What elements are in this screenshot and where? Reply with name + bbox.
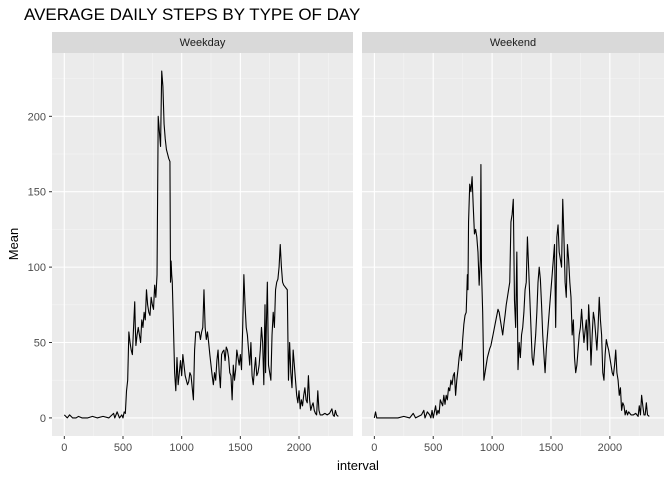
series-line-weekend — [373, 164, 650, 419]
x-tick-label: 2000 — [598, 442, 622, 454]
facet-strip — [52, 32, 353, 53]
x-tick-label: 500 — [424, 442, 442, 454]
facet-panel-weekend: Weekend 0 500 1000 1500 2000 — [362, 32, 664, 454]
facet-panels: Weekday 0 500 1000 1500 2000 0 50 100 150 200 Weeke… — [28, 32, 664, 454]
chart-title: AVERAGE DAILY STEPS BY TYPE OF DAY — [24, 5, 360, 24]
x-tick-label: 1500 — [228, 442, 252, 454]
y-tick-label: 0 — [40, 413, 46, 425]
panel-background — [362, 53, 664, 436]
x-tick-label: 0 — [371, 442, 377, 454]
x-tick-label: 1000 — [169, 442, 193, 454]
x-tick-label: 2000 — [287, 442, 311, 454]
y-tick-label: 200 — [28, 111, 46, 123]
facet-strip-label: Weekday — [180, 37, 226, 49]
x-axis-title: interval — [337, 458, 379, 473]
y-tick-label: 50 — [34, 338, 46, 350]
facet-strip-label: Weekend — [490, 37, 536, 49]
facet-strip — [362, 32, 664, 53]
series-line-weekday — [63, 70, 339, 419]
x-tick-label: 1000 — [480, 442, 504, 454]
facet-panel-weekday: Weekday 0 500 1000 1500 2000 0 50 100 150 200 — [28, 32, 353, 454]
x-tick-label: 1500 — [539, 442, 563, 454]
x-tick-label: 500 — [114, 442, 132, 454]
y-tick-label: 100 — [28, 262, 46, 274]
x-tick-label: 0 — [61, 442, 67, 454]
y-axis-title: Mean — [6, 228, 21, 261]
y-tick-label: 150 — [28, 187, 46, 199]
